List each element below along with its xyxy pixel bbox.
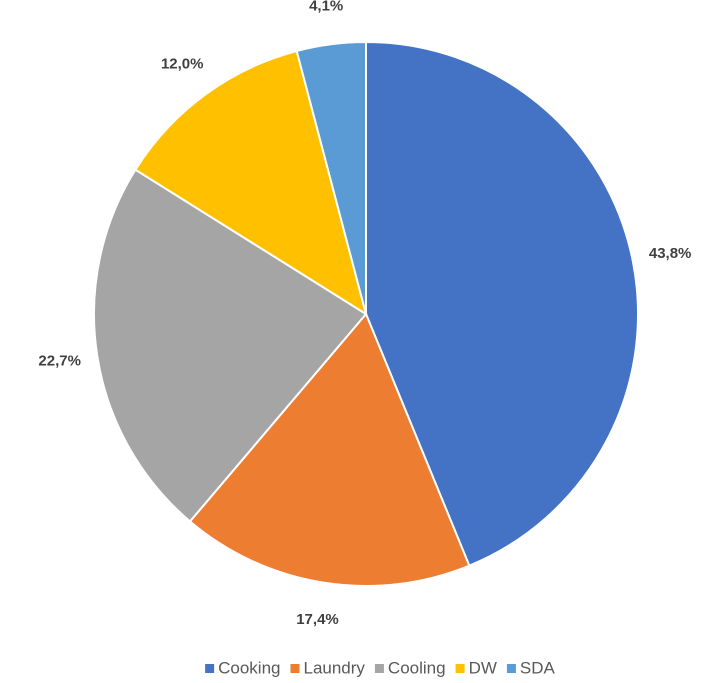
data-label: 17,4% [296, 611, 339, 628]
data-label: 4,1% [309, 0, 343, 15]
legend-swatch [506, 664, 516, 673]
legend-swatch [290, 664, 300, 673]
data-label: 22,7% [38, 353, 81, 370]
data-label: 12,0% [161, 55, 204, 72]
pie-slice [295, 40, 367, 315]
pie-slice [134, 49, 368, 317]
data-label: 43,8% [649, 245, 692, 262]
legend-label: SDA [520, 658, 556, 677]
legend-swatch [205, 664, 215, 673]
legend-label: Cooling [388, 658, 446, 677]
pie-slice [188, 312, 471, 587]
legend-swatch [374, 664, 384, 673]
pie-slice [93, 168, 368, 523]
legend-swatch [455, 664, 465, 673]
legend-label: Cooking [218, 658, 280, 677]
legend-label: DW [469, 658, 497, 677]
legend-label: Laundry [303, 658, 365, 677]
pie-slice [365, 40, 639, 567]
